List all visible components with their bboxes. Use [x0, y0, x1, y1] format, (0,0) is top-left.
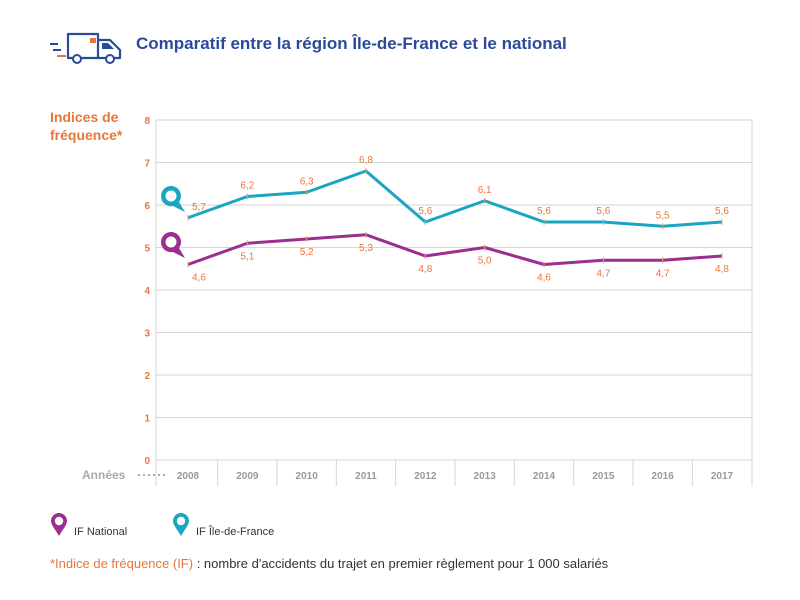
data-label-idf: 5,6 [418, 206, 432, 217]
data-label-national: 5,2 [300, 247, 314, 258]
series-line-national [187, 233, 723, 266]
delivery-van-icon [50, 32, 122, 64]
data-label-idf: 6,1 [478, 185, 492, 196]
data-label-national: 5,0 [478, 256, 492, 267]
x-tick-label: 2016 [652, 471, 675, 482]
y-tick-label: 3 [144, 329, 150, 340]
legend-idf-label: IF Île-de-France [196, 526, 275, 538]
y-tick-label: 2 [144, 371, 150, 382]
x-tick-label: 2008 [177, 471, 200, 482]
map-pin-national-icon [51, 513, 67, 536]
series-marker-national-hole [165, 236, 177, 248]
y-tick-label: 7 [144, 159, 150, 170]
x-tick-label: 2015 [592, 471, 615, 482]
x-tick-label: 2011 [355, 471, 377, 482]
y-tick-label: 4 [144, 286, 150, 297]
data-label-idf: 5,6 [537, 206, 551, 217]
data-label-idf: 5,6 [596, 206, 610, 217]
x-axis-label: Années [82, 468, 126, 482]
data-label-national: 5,1 [240, 251, 254, 262]
y-axis-label-line2: fréquence* [50, 127, 123, 143]
footnote-term: *Indice de fréquence (IF) [50, 556, 194, 571]
data-label-national: 4,6 [192, 273, 206, 284]
y-axis-label-line1: Indices de [50, 109, 119, 125]
legend-national: IF National [50, 512, 127, 538]
map-pin-idf-icon [173, 513, 189, 536]
legend-idf: IF Île-de-France [172, 512, 274, 538]
data-label-national: 4,8 [418, 264, 432, 275]
footnote-definition: : nombre d'accidents du trajet en premie… [193, 556, 609, 571]
y-axis-label: Indices de fréquence* [50, 108, 122, 144]
series-marker-idf-hole [165, 190, 177, 202]
x-tick-label: 2017 [711, 471, 734, 482]
data-label-national: 4,8 [715, 264, 729, 275]
x-tick-label: 2012 [414, 471, 437, 482]
data-label-idf: 5,7 [192, 202, 206, 213]
data-label-national: 5,3 [359, 243, 373, 254]
y-tick-label: 0 [144, 456, 150, 467]
y-tick-label: 6 [144, 201, 150, 212]
data-label-idf: 6,2 [240, 181, 254, 192]
x-tick-label: 2010 [296, 471, 319, 482]
data-label-national: 4,7 [656, 268, 670, 279]
y-tick-label: 8 [144, 116, 150, 127]
y-tick-label: 1 [144, 414, 150, 425]
data-label-idf: 6,3 [300, 176, 314, 187]
data-label-national: 4,7 [596, 268, 610, 279]
data-label-idf: 5,6 [715, 206, 729, 217]
legend-national-label: IF National [74, 526, 128, 538]
x-tick-label: 2013 [474, 471, 497, 482]
chart-title: Comparatif entre la région Île-de-France… [136, 34, 567, 53]
series-line-idf [187, 169, 723, 228]
footnote: *Indice de fréquence (IF) : nombre d'acc… [50, 556, 608, 571]
y-tick-label: 5 [144, 244, 150, 255]
x-tick-label: 2009 [236, 471, 259, 482]
x-tick-label: 2014 [533, 471, 556, 482]
data-label-national: 4,6 [537, 273, 551, 284]
data-label-idf: 5,5 [656, 210, 670, 221]
data-label-idf: 6,8 [359, 155, 373, 166]
